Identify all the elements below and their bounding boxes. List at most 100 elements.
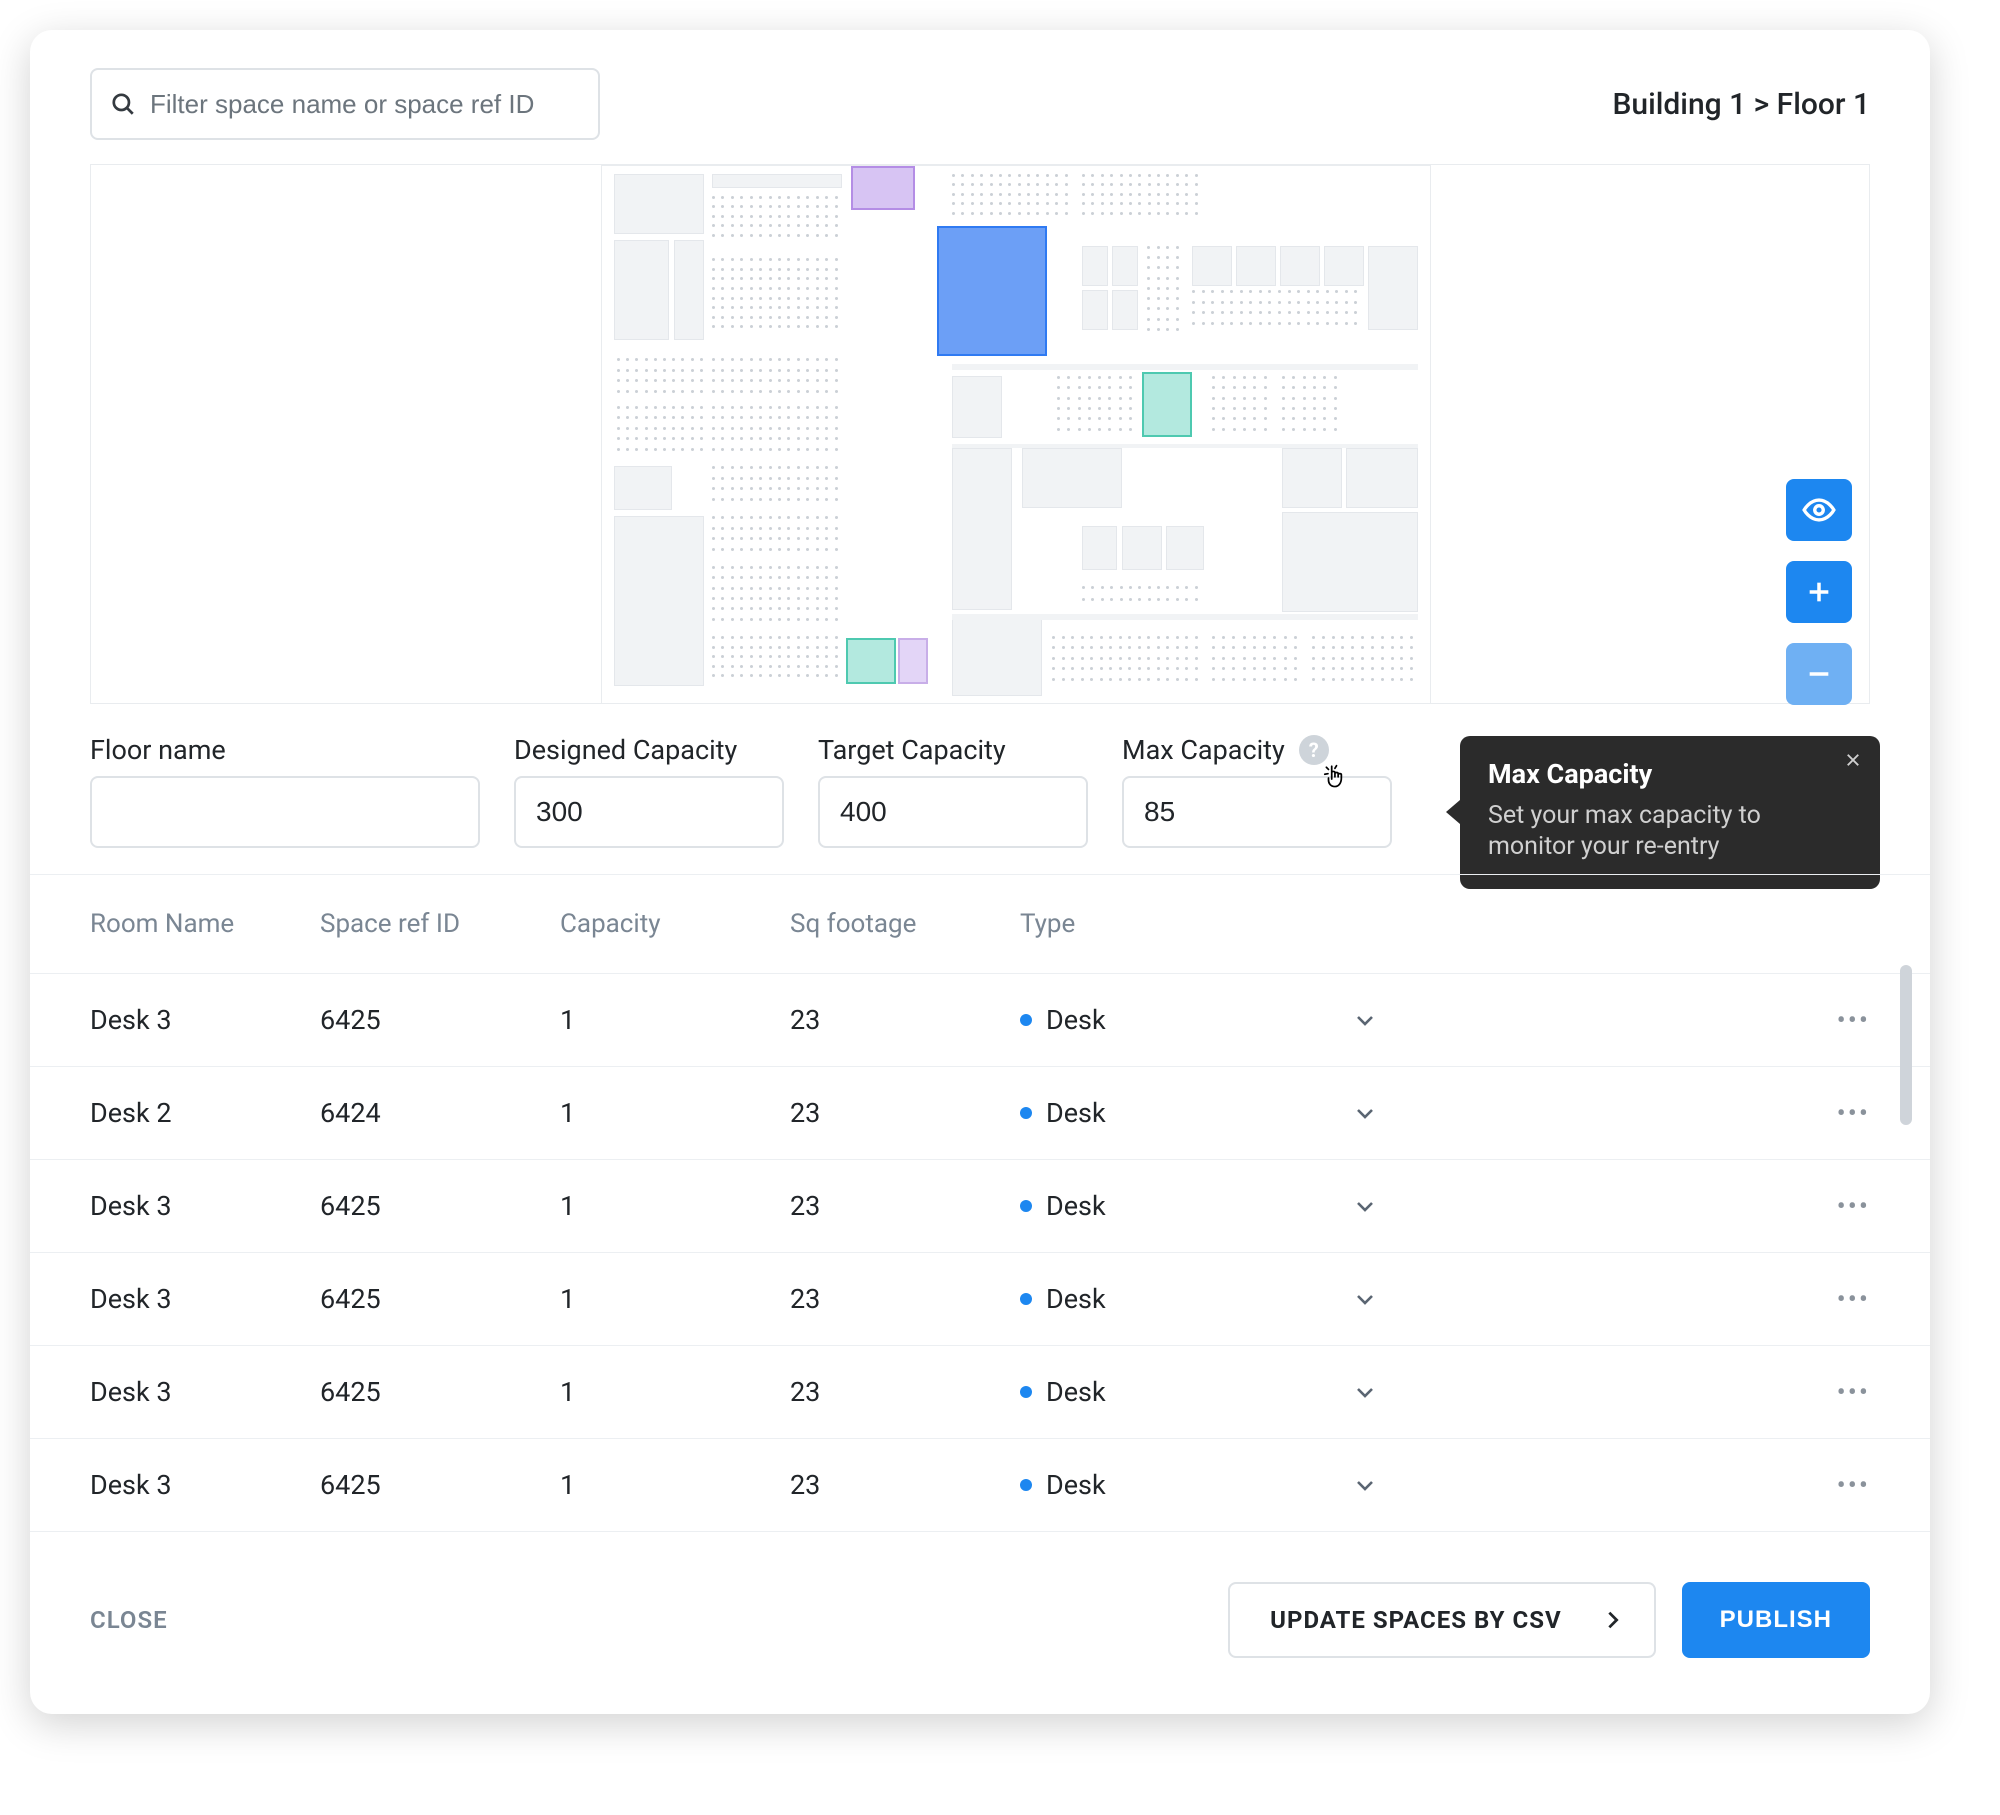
floor-plan[interactable] [90, 164, 1870, 704]
type-dot-icon [1020, 1014, 1032, 1026]
row-actions-button[interactable]: ••• [1770, 1097, 1870, 1129]
floorplan-room [1324, 246, 1364, 286]
floorplan-corridor [952, 364, 1418, 370]
type-dropdown[interactable] [1300, 1473, 1430, 1497]
chevron-down-icon [1353, 1473, 1377, 1497]
type-label: Desk [1046, 1469, 1106, 1501]
floorplan-room [674, 240, 704, 340]
col-type[interactable]: Type [1020, 909, 1300, 939]
col-space-ref[interactable]: Space ref ID [320, 909, 560, 939]
col-room-name[interactable]: Room Name [90, 909, 320, 939]
close-button[interactable]: CLOSE [90, 1606, 168, 1634]
cell-type: Desk [1020, 1469, 1300, 1501]
cell-capacity: 1 [560, 1469, 790, 1501]
cell-type: Desk [1020, 1190, 1300, 1222]
floorplan-highlight[interactable] [851, 166, 915, 210]
col-capacity[interactable]: Capacity [560, 909, 790, 939]
footer: CLOSE UPDATE SPACES BY CSV PUBLISH [30, 1531, 1930, 1714]
publish-button[interactable]: PUBLISH [1682, 1582, 1870, 1658]
cell-sq-footage: 23 [790, 1004, 1020, 1036]
desk-dot-grid [617, 406, 707, 456]
cell-capacity: 1 [560, 1190, 790, 1222]
row-actions-button[interactable]: ••• [1770, 1469, 1870, 1501]
floor-name-input[interactable] [90, 776, 480, 848]
scrollbar-thumb[interactable] [1900, 965, 1912, 1125]
cell-space-ref: 6425 [320, 1004, 560, 1036]
floorplan-highlight[interactable] [937, 226, 1047, 356]
cell-room-name: Desk 3 [90, 1190, 320, 1222]
row-actions-button[interactable]: ••• [1770, 1190, 1870, 1222]
cell-sq-footage: 23 [790, 1097, 1020, 1129]
desk-dot-grid [1312, 636, 1418, 686]
tooltip-close-button[interactable] [1844, 750, 1862, 775]
table-row[interactable]: Desk 36425123Desk••• [30, 1160, 1930, 1253]
table-row[interactable]: Desk 36425123Desk••• [30, 1346, 1930, 1439]
capacity-fields: Floor name Designed Capacity Target Capa… [30, 724, 1930, 874]
floorplan-highlight[interactable] [898, 638, 928, 684]
designed-capacity-input[interactable] [514, 776, 784, 848]
chevron-right-icon [1602, 1609, 1624, 1631]
zoom-out-button[interactable] [1786, 643, 1852, 705]
table-row[interactable]: Desk 36425123Desk••• [30, 1439, 1930, 1531]
floor-name-field: Floor name [90, 734, 480, 848]
map-visibility-button[interactable] [1786, 479, 1852, 541]
floorplan-room [1166, 526, 1204, 570]
floor-name-label: Floor name [90, 734, 480, 766]
desk-dot-grid [1212, 376, 1272, 436]
type-dropdown[interactable] [1300, 1194, 1430, 1218]
filter-input[interactable] [90, 68, 600, 140]
zoom-in-button[interactable] [1786, 561, 1852, 623]
floorplan-room [1112, 290, 1138, 330]
desk-dot-grid [712, 406, 842, 456]
help-icon[interactable]: ? [1299, 735, 1329, 765]
max-capacity-label: Max Capacity [1122, 734, 1285, 766]
floorplan-room [1192, 246, 1232, 286]
floorplan-room [1280, 246, 1320, 286]
footer-actions: UPDATE SPACES BY CSV PUBLISH [1228, 1582, 1870, 1658]
floorplan-room [1368, 246, 1418, 330]
type-dropdown[interactable] [1300, 1380, 1430, 1404]
floorplan-room [614, 240, 669, 340]
desk-dot-grid [712, 196, 842, 241]
desk-dot-grid [712, 516, 842, 556]
floorplan-room [1122, 526, 1162, 570]
type-dropdown[interactable] [1300, 1008, 1430, 1032]
cell-room-name: Desk 3 [90, 1004, 320, 1036]
desk-dot-grid [1082, 586, 1202, 608]
app-frame: Building 1 > Floor 1 Floor name Designed… [30, 30, 1930, 1714]
table-row[interactable]: Desk 36425123Desk••• [30, 974, 1930, 1067]
minus-icon [1805, 660, 1833, 688]
table-row[interactable]: Desk 36425123Desk••• [30, 1253, 1930, 1346]
floorplan-room [614, 466, 672, 510]
row-actions-button[interactable]: ••• [1770, 1376, 1870, 1408]
floorplan-room [952, 448, 1012, 610]
header: Building 1 > Floor 1 [30, 30, 1930, 164]
cell-room-name: Desk 3 [90, 1283, 320, 1315]
floorplan-highlight[interactable] [1142, 372, 1192, 437]
table-row[interactable]: Desk 26424123Desk••• [30, 1067, 1930, 1160]
col-sq-footage[interactable]: Sq footage [790, 909, 1020, 939]
type-dropdown[interactable] [1300, 1101, 1430, 1125]
cell-space-ref: 6424 [320, 1097, 560, 1129]
cell-sq-footage: 23 [790, 1283, 1020, 1315]
desk-dot-grid [712, 358, 842, 398]
target-capacity-input[interactable] [818, 776, 1088, 848]
floorplan-room [1082, 526, 1117, 570]
max-capacity-input[interactable] [1122, 776, 1392, 848]
spaces-table: Room Name Space ref ID Capacity Sq foota… [30, 874, 1930, 1531]
type-dot-icon [1020, 1479, 1032, 1491]
row-actions-button[interactable]: ••• [1770, 1283, 1870, 1315]
floorplan-highlight[interactable] [846, 638, 896, 684]
chevron-down-icon [1353, 1101, 1377, 1125]
designed-capacity-label: Designed Capacity [514, 734, 784, 766]
chevron-down-icon [1353, 1380, 1377, 1404]
designed-capacity-field: Designed Capacity [514, 734, 784, 848]
type-label: Desk [1046, 1283, 1106, 1315]
type-dot-icon [1020, 1293, 1032, 1305]
floorplan-room [952, 376, 1002, 438]
type-dropdown[interactable] [1300, 1287, 1430, 1311]
plus-icon [1805, 578, 1833, 606]
cell-sq-footage: 23 [790, 1376, 1020, 1408]
row-actions-button[interactable]: ••• [1770, 1004, 1870, 1036]
update-csv-button[interactable]: UPDATE SPACES BY CSV [1228, 1582, 1656, 1658]
